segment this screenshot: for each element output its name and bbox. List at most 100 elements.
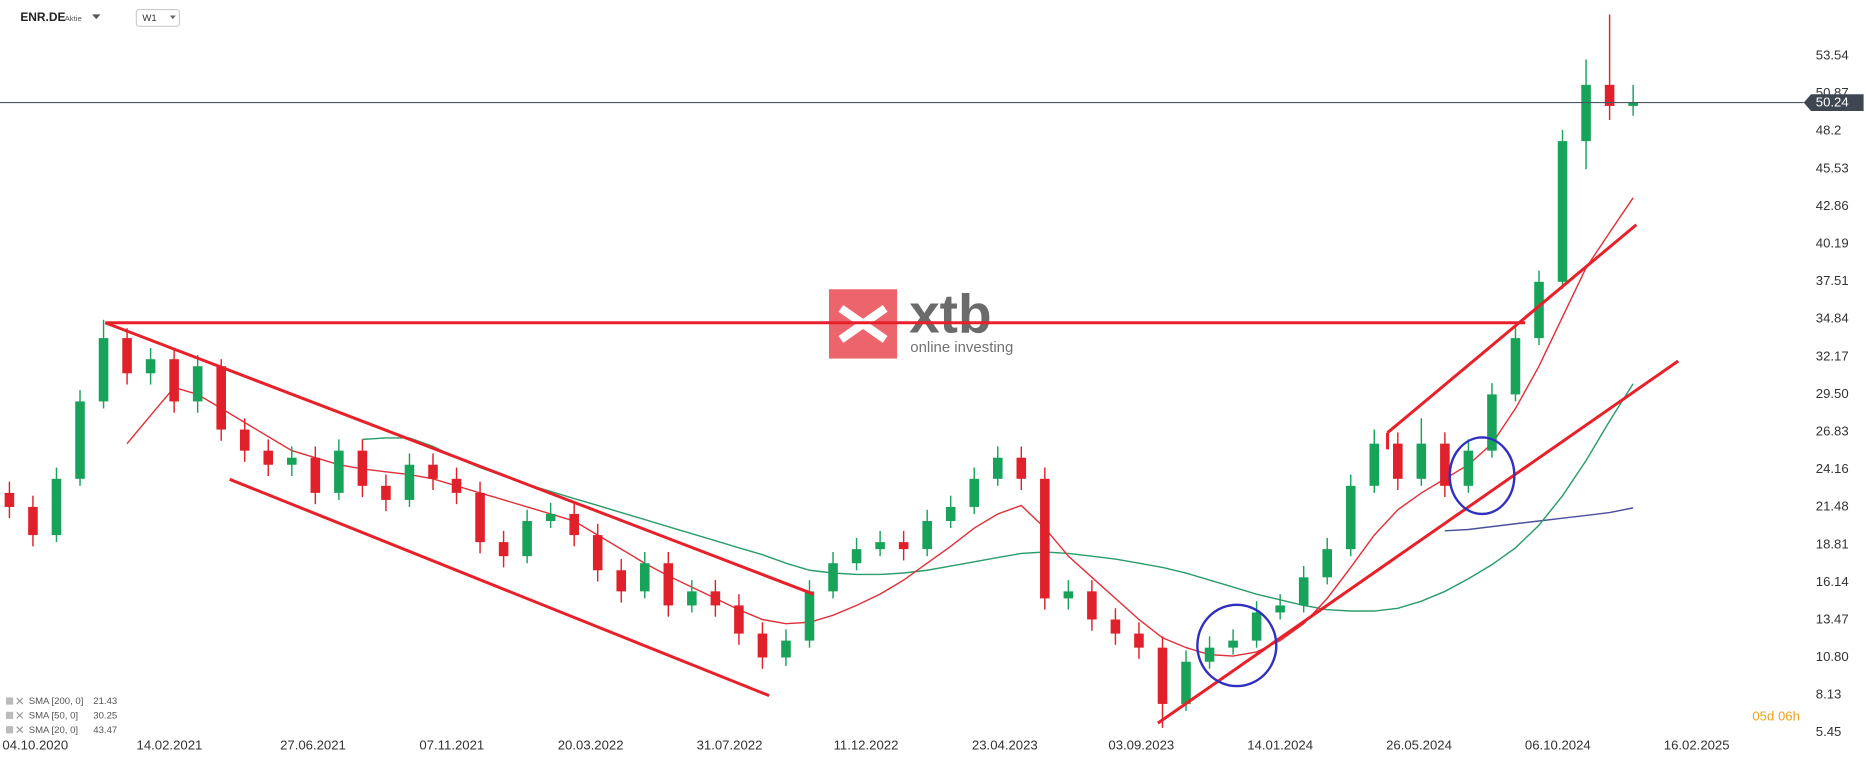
y-tick-label: 37.51 bbox=[1816, 273, 1849, 288]
candle-body bbox=[475, 492, 485, 543]
candle-body bbox=[639, 563, 650, 592]
candle-body bbox=[592, 535, 603, 571]
candle-body bbox=[1510, 338, 1521, 395]
annotations bbox=[104, 223, 1680, 725]
y-tick-label: 21.48 bbox=[1816, 499, 1849, 514]
interval[interactable]: W1 bbox=[142, 13, 156, 24]
candle-body bbox=[4, 492, 15, 507]
sma-line bbox=[1444, 507, 1634, 532]
candle-body bbox=[1393, 443, 1403, 479]
y-tick-label: 24.16 bbox=[1816, 461, 1849, 476]
uptrend-upper bbox=[1386, 223, 1638, 434]
candle-body bbox=[898, 542, 909, 550]
candle-body bbox=[239, 429, 250, 451]
legend-value: 30.25 bbox=[93, 711, 117, 722]
legend-close bbox=[16, 697, 24, 705]
legend-close bbox=[16, 726, 24, 734]
legend-name: SMA [50, 0] bbox=[29, 711, 78, 722]
y-tick-label: 29.50 bbox=[1816, 386, 1849, 401]
x-tick-label: 04.10.2020 bbox=[2, 737, 68, 752]
channel-lower bbox=[229, 477, 770, 698]
last-price-box bbox=[1803, 94, 1864, 111]
instrument-kind: Aktie bbox=[65, 14, 82, 23]
candle-body bbox=[381, 485, 391, 500]
candle-body bbox=[522, 521, 532, 557]
candle-body bbox=[875, 542, 885, 550]
candle-body bbox=[545, 513, 556, 522]
y-tick-label: 8.13 bbox=[1816, 687, 1842, 702]
candle-body bbox=[357, 450, 368, 486]
candle-body bbox=[1345, 485, 1356, 550]
candle-body bbox=[404, 464, 415, 500]
logo-brand: xtb bbox=[909, 282, 992, 344]
highlight-circle bbox=[1196, 603, 1278, 688]
candle-body bbox=[1087, 591, 1097, 620]
candle-body bbox=[1628, 102, 1638, 106]
dropdown-arrow[interactable] bbox=[169, 15, 176, 20]
candle-body bbox=[969, 478, 980, 507]
legend-value: 21.43 bbox=[93, 696, 117, 707]
y-tick-label: 53.54 bbox=[1816, 48, 1849, 63]
x-tick-label: 20.03.2022 bbox=[558, 737, 624, 752]
logo-tagline: online investing bbox=[910, 339, 1013, 356]
uptrend-lower bbox=[1157, 359, 1680, 725]
candle-body bbox=[287, 457, 297, 465]
candle-body bbox=[145, 359, 156, 374]
x-tick-label: 27.06.2021 bbox=[280, 737, 346, 752]
legend-close bbox=[16, 711, 24, 719]
candle-body bbox=[804, 591, 815, 641]
y-tick-label: 48.2 bbox=[1816, 123, 1842, 138]
candle-body bbox=[1487, 394, 1497, 451]
candle-body bbox=[922, 521, 932, 550]
candle-body bbox=[1110, 619, 1121, 634]
x-tick-label: 14.01.2024 bbox=[1247, 737, 1313, 752]
y-tick-label: 18.81 bbox=[1816, 536, 1849, 551]
candle-body bbox=[663, 563, 674, 606]
candle-body bbox=[1040, 478, 1050, 599]
candle-body bbox=[992, 457, 1003, 479]
y-tick-label: 13.47 bbox=[1816, 611, 1849, 626]
y-tick-label: 10.80 bbox=[1816, 649, 1849, 664]
plot bbox=[0, 14, 1804, 728]
candle-body bbox=[1157, 647, 1168, 704]
candle-body bbox=[1228, 640, 1238, 648]
candle-body bbox=[1063, 591, 1074, 599]
x-tick-label: 06.10.2024 bbox=[1525, 737, 1591, 752]
candle-body bbox=[28, 506, 38, 536]
x-tick-label: 14.02.2021 bbox=[137, 737, 203, 752]
candle-body bbox=[1251, 612, 1262, 641]
candle-body bbox=[1275, 605, 1285, 613]
candle-body bbox=[98, 338, 109, 402]
candle-body bbox=[781, 640, 791, 658]
candle-body bbox=[1604, 84, 1615, 106]
legend-value: 43.47 bbox=[93, 725, 117, 736]
interval-select[interactable] bbox=[135, 8, 181, 27]
candle-body bbox=[216, 366, 226, 430]
x-tick-label: 03.09.2023 bbox=[1108, 737, 1174, 752]
dropdown-arrow[interactable] bbox=[92, 14, 101, 20]
x-tick-label: 31.07.2022 bbox=[697, 737, 763, 752]
y-tick-label: 34.84 bbox=[1816, 311, 1849, 326]
y-tick-label: 5.45 bbox=[1816, 724, 1842, 739]
candle-body bbox=[710, 591, 721, 606]
candle-body bbox=[616, 570, 627, 592]
symbol[interactable]: ENR.DE bbox=[20, 10, 65, 24]
candle-body bbox=[828, 563, 838, 592]
candle-body bbox=[1298, 577, 1309, 606]
legend-name: SMA [20, 0] bbox=[29, 725, 78, 736]
candle-body bbox=[169, 359, 179, 402]
legend-icon bbox=[5, 711, 14, 719]
legend: SMA [200, 0] 21.43 SMA [50, 0] 30.25 SMA [20… bbox=[5, 696, 117, 736]
candle-body bbox=[851, 549, 862, 564]
candle-body bbox=[1369, 443, 1380, 486]
candle-body bbox=[1463, 450, 1474, 486]
candle-body bbox=[757, 633, 768, 658]
legend-icon bbox=[5, 697, 14, 705]
candle-body bbox=[75, 401, 85, 479]
y-tick-label: 40.19 bbox=[1816, 235, 1849, 250]
candle-body bbox=[310, 457, 321, 493]
channel-upper bbox=[104, 321, 814, 596]
candle-body bbox=[334, 450, 344, 493]
price-axis: 53.5450.8748.245.5342.8640.1937.5134.843… bbox=[2, 48, 1864, 752]
